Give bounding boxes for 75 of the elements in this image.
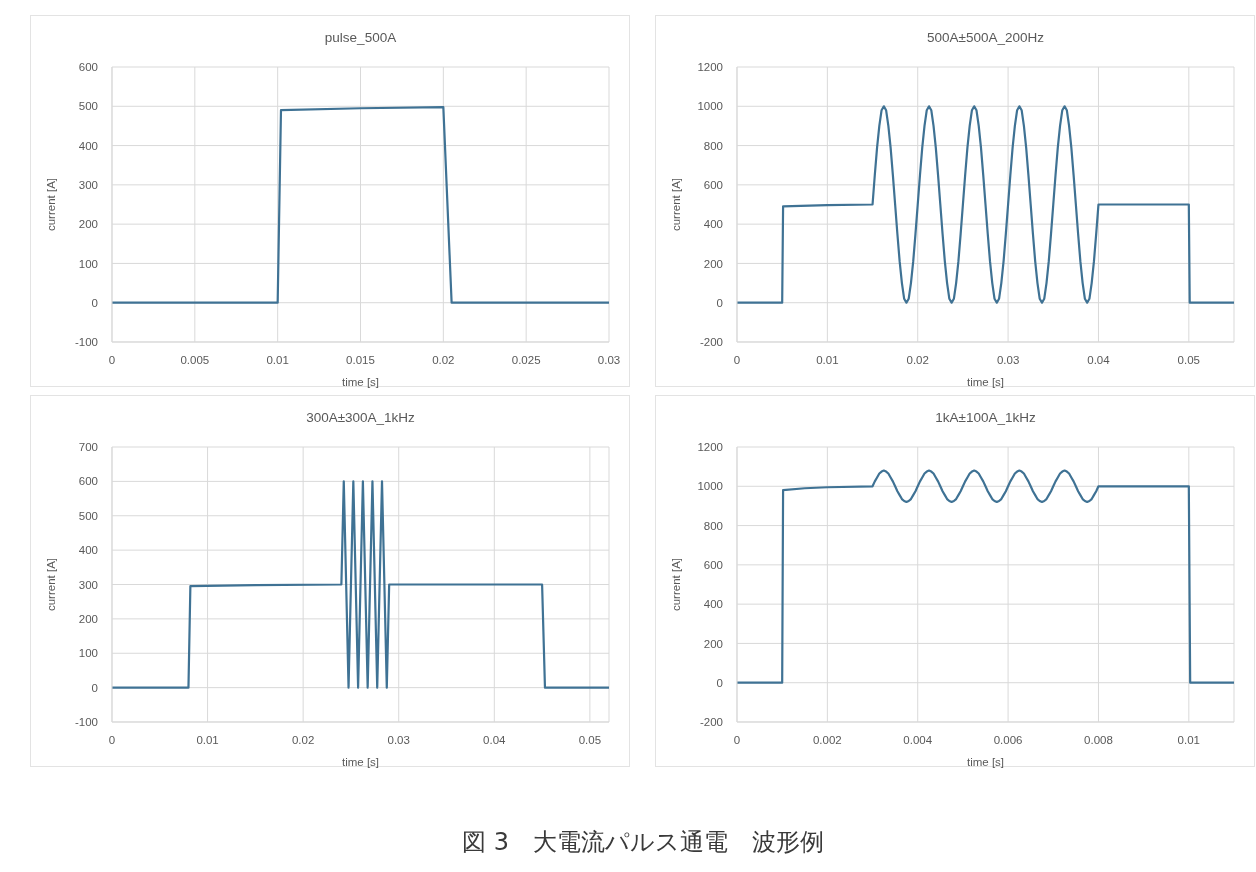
y-tick-label: 200 (78, 218, 98, 231)
chart-title: pulse_500A (323, 30, 398, 45)
y-tick-label: 400 (703, 218, 723, 231)
x-axis-title: time [s] (341, 756, 380, 768)
x-tick-label: 0.01 (816, 354, 839, 367)
y-tick-label: 500 (78, 100, 98, 113)
y-axis-title: current [A] (45, 557, 58, 612)
y-tick-label: 800 (703, 139, 723, 152)
x-tick-label: 0 (108, 734, 116, 747)
y-tick-label: 700 (78, 441, 98, 454)
x-tick-label: 0.03 (387, 734, 410, 747)
x-tick-label: 0.015 (346, 354, 375, 367)
x-tick-label: 0.006 (993, 734, 1023, 747)
y-tick-label: 800 (703, 519, 723, 532)
x-tick-label: 0.02 (291, 734, 315, 747)
x-tick-label: 0.004 (903, 734, 933, 747)
line-series (112, 480, 609, 689)
chart-title: 1kA±100A_1kHz (934, 410, 1037, 425)
x-axis-title: time [s] (966, 376, 1005, 388)
x-tick-label: 0.03 (597, 354, 621, 367)
y-tick-label: 400 (78, 139, 98, 152)
y-axis-title: current [A] (670, 557, 683, 612)
y-tick-label: 300 (78, 578, 98, 591)
y-tick-label: 1200 (697, 61, 723, 74)
y-tick-label: 1000 (697, 100, 723, 113)
x-tick-label: 0.02 (432, 354, 455, 367)
x-tick-label: 0.05 (1177, 354, 1201, 367)
line-series (112, 105, 609, 304)
x-tick-label: 0.005 (180, 354, 210, 367)
y-tick-label: -100 (74, 336, 98, 349)
y-tick-label: 0 (91, 681, 98, 694)
x-tick-label: 0.01 (1177, 734, 1201, 747)
x-tick-label: 0 (733, 734, 741, 747)
y-tick-label: 300 (78, 178, 98, 191)
caption: 図 3 大電流パルス通電 波形例 (461, 827, 825, 858)
chart-title: 500A±500A_200Hz (926, 30, 1045, 45)
x-tick-label: 0.03 (996, 354, 1020, 367)
x-tick-label: 0.002 (812, 734, 842, 747)
x-tick-label: 0 (108, 354, 116, 367)
x-axis-title: time [s] (341, 376, 380, 388)
y-tick-label: 500 (78, 509, 98, 522)
line-series (737, 469, 1234, 684)
y-tick-label: 400 (703, 598, 723, 611)
y-tick-label: -100 (74, 716, 98, 729)
x-tick-label: 0.01 (266, 354, 289, 367)
x-tick-label: 0.01 (196, 734, 219, 747)
y-tick-label: 1200 (697, 441, 723, 454)
y-tick-label: 100 (78, 647, 98, 660)
y-axis-title: current [A] (670, 177, 683, 232)
x-axis-title: time [s] (966, 756, 1005, 768)
y-tick-label: 0 (91, 296, 98, 309)
y-tick-label: 200 (703, 257, 723, 270)
y-tick-label: -200 (699, 716, 723, 729)
y-axis-title: current [A] (45, 177, 58, 232)
y-tick-label: 0 (716, 296, 723, 309)
x-tick-label: 0.05 (578, 734, 602, 747)
y-tick-label: 600 (78, 61, 98, 74)
x-tick-label: 0.008 (1084, 734, 1113, 747)
y-tick-label: -200 (699, 336, 723, 349)
y-tick-label: 200 (703, 637, 723, 650)
y-tick-label: 600 (703, 178, 723, 191)
x-tick-label: 0.025 (511, 354, 541, 367)
y-tick-label: 200 (78, 612, 98, 625)
y-tick-label: 400 (78, 544, 98, 557)
y-tick-label: 1000 (697, 480, 723, 493)
line-series (737, 105, 1234, 304)
x-tick-label: 0.04 (483, 734, 507, 747)
x-tick-label: 0 (733, 354, 741, 367)
y-tick-label: 0 (716, 676, 723, 689)
chart-title: 300A±300A_1kHz (305, 410, 416, 425)
y-tick-label: 600 (78, 475, 98, 488)
y-tick-label: 600 (703, 558, 723, 571)
x-tick-label: 0.02 (906, 354, 929, 367)
x-tick-label: 0.04 (1087, 354, 1111, 367)
y-tick-label: 100 (78, 257, 98, 270)
